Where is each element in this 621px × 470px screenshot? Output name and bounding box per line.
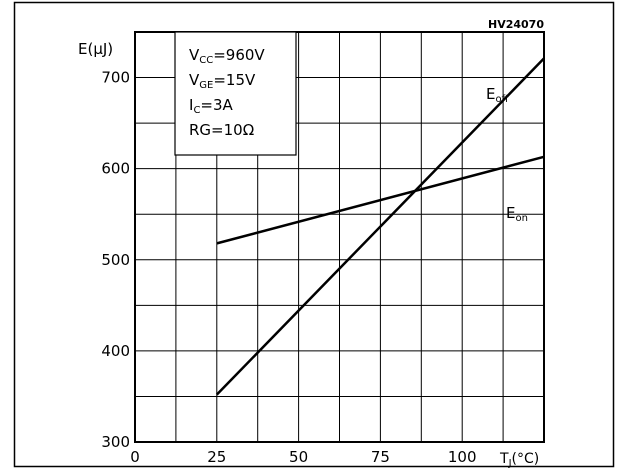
x-tick-label: 25 bbox=[207, 448, 226, 466]
series-lines bbox=[215, 57, 545, 396]
conditions-legend: VCC=960V VGE=15V IC=3A RG=10Ω bbox=[189, 46, 265, 139]
series-label-eon-sub: on bbox=[515, 213, 527, 224]
x-axis-label-sub: J bbox=[508, 458, 512, 469]
y-tick-label: 400 bbox=[101, 342, 130, 360]
x-axis-label-unit: (°C) bbox=[512, 451, 540, 467]
x-tick-label: 50 bbox=[289, 448, 308, 466]
y-axis-label: E(μJ) bbox=[78, 40, 113, 58]
series-label-eon: Eon bbox=[506, 204, 528, 224]
conditions-box bbox=[174, 31, 297, 156]
figure-code: HV24070 bbox=[488, 18, 544, 31]
y-tick-label: 700 bbox=[101, 69, 130, 87]
condition-line: RG=10Ω bbox=[189, 121, 254, 139]
y-tick-label: 300 bbox=[101, 433, 130, 451]
series-line-eon bbox=[216, 155, 545, 245]
x-tick-label: 75 bbox=[371, 448, 390, 466]
series-label-eoff: Eoff bbox=[486, 85, 510, 105]
x-axis: 0 25 50 75 100 bbox=[130, 448, 476, 466]
x-tick-label: 100 bbox=[448, 448, 477, 466]
x-axis-label: TJ(°C) bbox=[499, 451, 539, 469]
x-axis-label-main: T bbox=[499, 451, 509, 467]
outer-frame bbox=[13, 1, 615, 468]
series-label-eoff-main: E bbox=[486, 85, 495, 103]
y-tick-label: 500 bbox=[101, 251, 130, 269]
condition-line: VCC=960V bbox=[189, 46, 265, 66]
series-line-eoff bbox=[215, 57, 545, 396]
y-tick-label: 600 bbox=[101, 160, 130, 178]
y-axis: 300 400 500 600 700 bbox=[101, 69, 130, 451]
plot-area bbox=[134, 31, 545, 443]
condition-line: IC=3A bbox=[189, 96, 234, 116]
series-label-eoff-sub: off bbox=[495, 94, 509, 105]
condition-line: VGE=15V bbox=[189, 71, 256, 91]
x-tick-label: 0 bbox=[130, 448, 140, 466]
series-label-eon-main: E bbox=[506, 204, 515, 222]
